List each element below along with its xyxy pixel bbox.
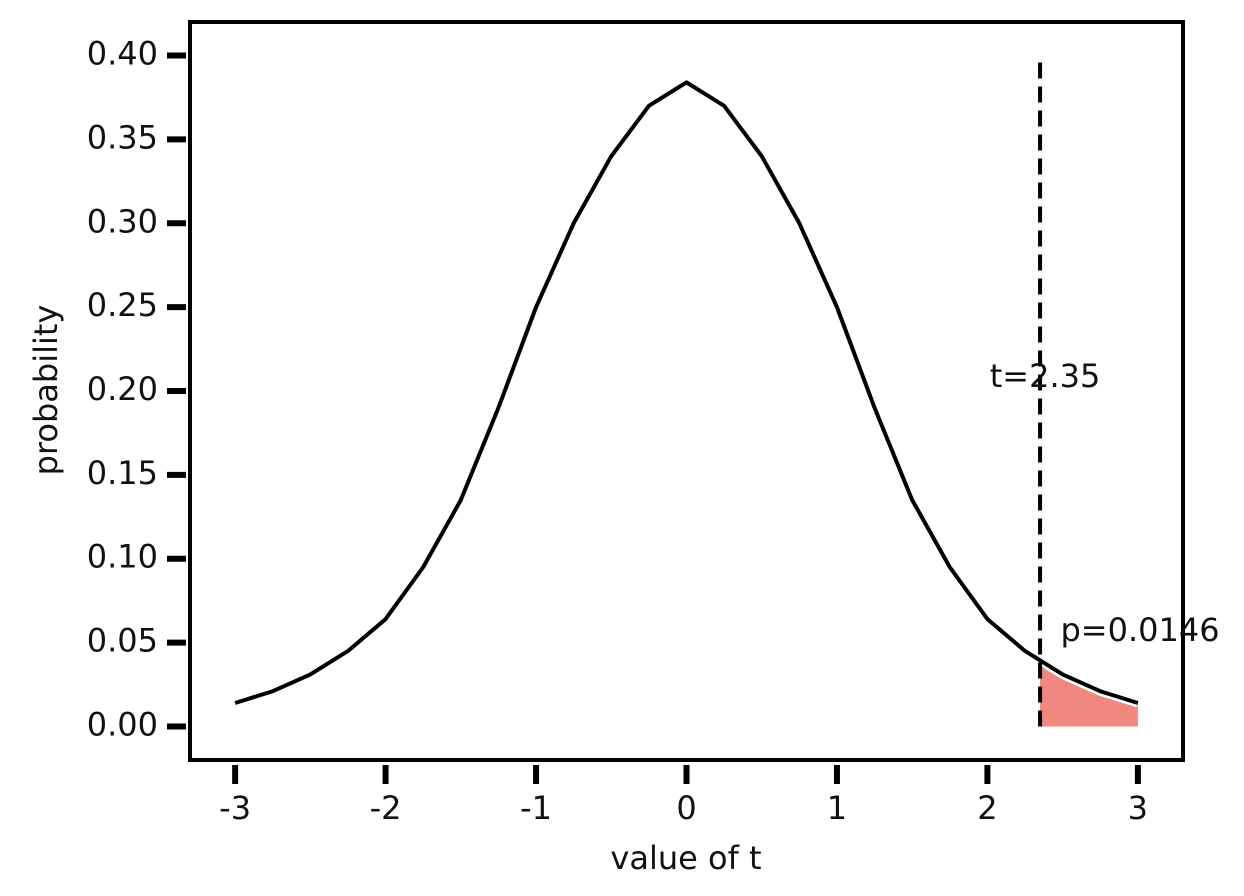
y-tick-label: 0.25: [87, 286, 158, 324]
y-tick-label: 0.40: [87, 35, 158, 73]
density-curve: [234, 80, 1139, 705]
x-tick-label: -3: [219, 789, 251, 827]
x-axis-label: value of t: [610, 839, 761, 877]
y-tick-label: 0.20: [87, 370, 158, 408]
y-tick-label: 0.30: [87, 202, 158, 240]
plot-frame: [188, 20, 1185, 762]
t-label: t=2.35: [990, 357, 1101, 395]
y-tick-label: 0.05: [87, 622, 158, 660]
y-tick-label: 0.15: [87, 454, 158, 492]
x-tick-label: 3: [1128, 789, 1148, 827]
x-tick-label: -1: [520, 789, 552, 827]
p-label: p=0.0146: [1060, 611, 1219, 649]
x-tick-label: 0: [676, 789, 696, 827]
x-tick-label: 1: [827, 789, 847, 827]
x-tick-label: -2: [370, 789, 402, 827]
x-tick-label: 2: [977, 789, 997, 827]
y-tick-label: 0.35: [87, 118, 158, 156]
y-axis-label: probability: [27, 305, 65, 476]
y-tick-label: 0.10: [87, 538, 158, 576]
y-tick-label: 0.00: [87, 705, 158, 743]
